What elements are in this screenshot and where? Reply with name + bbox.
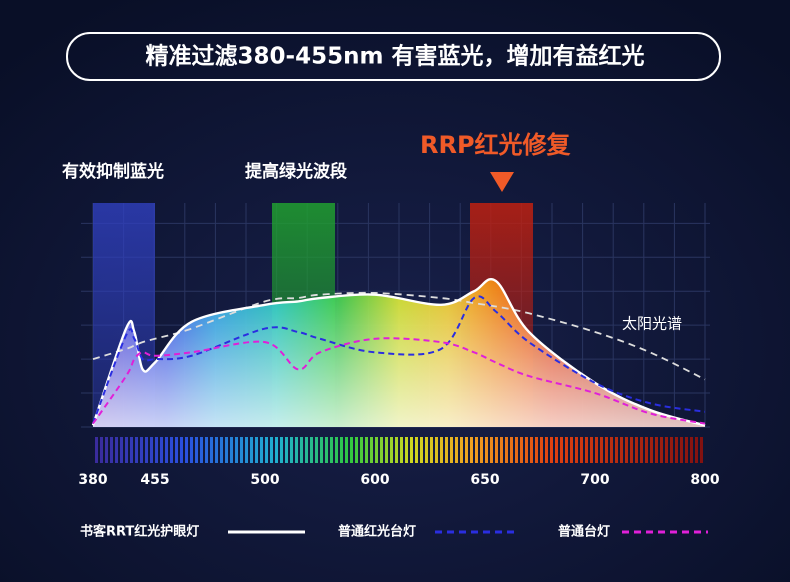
reference-label: 太阳光谱 [622,315,682,333]
spectrum-wash [93,279,705,427]
band-label: 有效抑制蓝光 [62,161,164,182]
legend-label: 普通台灯 [558,524,610,540]
legend-label: 书客RRT红光护眼灯 [80,524,199,540]
reference-line [92,291,706,381]
band-label: RRP红光修复 [420,131,572,159]
series-line [92,337,706,425]
x-tick-label: 500 [250,472,279,488]
x-tick-label: 380 [78,472,107,488]
legend-label: 普通红光台灯 [338,524,416,540]
band-label: 提高绿光波段 [245,161,347,182]
x-tick-label: 800 [690,472,719,488]
title-frame [66,32,721,81]
plot: 太阳光谱 [91,278,706,427]
spectrum-strip [93,437,705,463]
pointer [490,172,514,192]
series-line [92,295,706,424]
chart-title: 精准过滤380-455nm 有害蓝光，增加有益红光 [146,43,645,70]
x-tick-label: 600 [360,472,389,488]
x-tick-label: 700 [580,472,609,488]
x-tick-label: 650 [470,472,499,488]
x-tick-label: 455 [140,472,169,488]
